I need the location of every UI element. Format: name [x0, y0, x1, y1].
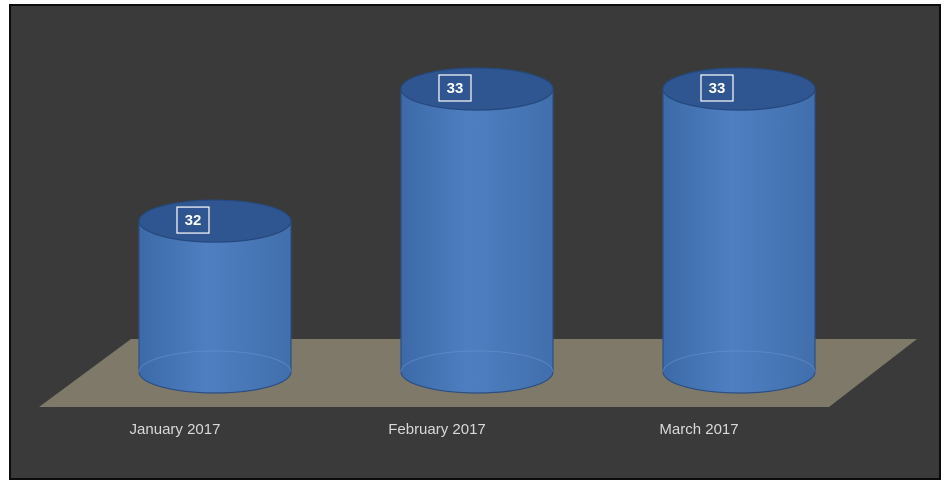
cylinder-base-edge [138, 350, 292, 373]
cylinder-top [138, 199, 292, 243]
chart-frame: 32 January 2017 33 February 2017 33 March 201… [9, 4, 941, 480]
cylinder-top [662, 67, 816, 111]
data-label-box [700, 74, 734, 102]
category-label: March 2017 [659, 421, 738, 438]
cylinder-bar[interactable] [400, 88, 554, 394]
data-label: 33 [709, 80, 726, 97]
data-label: 33 [447, 80, 464, 97]
data-label-box [438, 74, 472, 102]
category-label: February 2017 [388, 421, 486, 438]
cylinder-chart: 32 January 2017 33 February 2017 33 March 201… [39, 67, 917, 438]
cylinder-base-edge [400, 350, 554, 373]
category-label: January 2017 [130, 421, 221, 438]
data-label: 32 [185, 212, 202, 229]
data-label-box [176, 206, 210, 234]
cylinder-base-edge [662, 350, 816, 373]
cylinder-bar[interactable] [138, 221, 292, 394]
cylinder-top [400, 67, 554, 111]
cylinder-bar[interactable] [662, 88, 816, 394]
